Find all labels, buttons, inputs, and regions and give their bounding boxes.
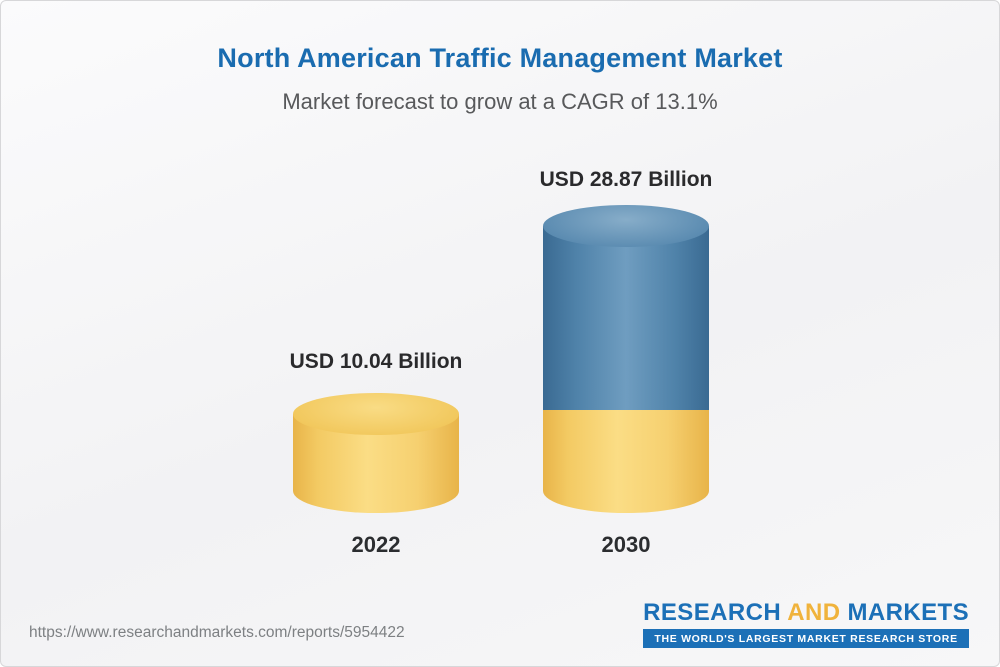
logo-word-and: AND [787,599,841,626]
x-axis-label-2030: 2030 [601,532,651,557]
value-label-2030: USD 28.87 Billion [539,168,713,191]
bar-2022 [293,393,459,513]
bar-2030 [543,205,709,513]
logo-tagline: THE WORLD'S LARGEST MARKET RESEARCH STOR… [643,629,969,649]
page-title: North American Traffic Management Market [217,43,783,73]
logo-word-research: RESEARCH [643,599,782,626]
bar-2030-body-upper [543,226,709,410]
value-label-2022: USD 10.04 Billion [289,350,463,373]
logo-word-markets: MARKETS [847,599,969,626]
x-axis-label-2022: 2022 [351,532,401,557]
bar-2030-top-ellipse [543,205,709,247]
report-url-text: https://www.researchandmarkets.com/repor… [29,624,405,641]
researchandmarkets-logo: RESEARCH AND MARKETS THE WORLD'S LARGEST… [643,599,969,649]
bar-2030-body-lower [543,410,709,513]
logo-wordmark: RESEARCH AND MARKETS [643,599,969,626]
page-subtitle: Market forecast to grow at a CAGR of 13.… [282,89,718,114]
bar-2022-top-ellipse [293,393,459,435]
